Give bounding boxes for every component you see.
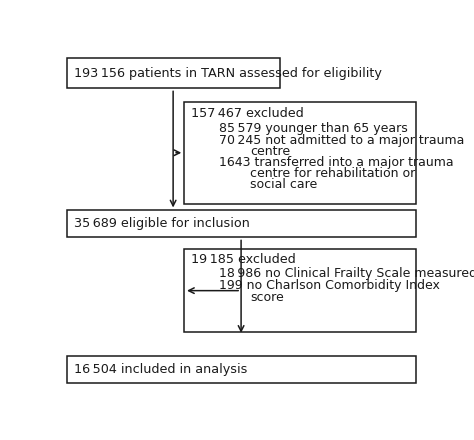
Text: social care: social care bbox=[250, 178, 318, 191]
Text: 19 185 excluded: 19 185 excluded bbox=[191, 253, 296, 266]
Text: centre for rehabilitation or: centre for rehabilitation or bbox=[250, 167, 416, 180]
Bar bbox=[184, 102, 416, 204]
Text: 199 no Charlson Comorbidity Index: 199 no Charlson Comorbidity Index bbox=[219, 279, 440, 293]
Text: 193 156 patients in TARN assessed for eligibility: 193 156 patients in TARN assessed for el… bbox=[74, 66, 382, 80]
Text: 85 579 younger than 65 years: 85 579 younger than 65 years bbox=[219, 121, 408, 135]
Text: 70 245 not admitted to a major trauma: 70 245 not admitted to a major trauma bbox=[219, 134, 465, 147]
Text: 16 504 included in analysis: 16 504 included in analysis bbox=[74, 363, 247, 376]
Bar bbox=[66, 356, 416, 383]
Bar bbox=[66, 58, 280, 88]
Text: 35 689 eligible for inclusion: 35 689 eligible for inclusion bbox=[74, 217, 250, 231]
Text: score: score bbox=[250, 291, 284, 304]
Bar bbox=[184, 249, 416, 332]
Text: 157 467 excluded: 157 467 excluded bbox=[191, 107, 304, 120]
Text: centre: centre bbox=[250, 145, 291, 158]
Bar bbox=[66, 210, 416, 238]
Text: 18 986 no Clinical Frailty Scale measured: 18 986 no Clinical Frailty Scale measure… bbox=[219, 267, 474, 280]
Text: 1643 transferred into a major trauma: 1643 transferred into a major trauma bbox=[219, 156, 454, 169]
